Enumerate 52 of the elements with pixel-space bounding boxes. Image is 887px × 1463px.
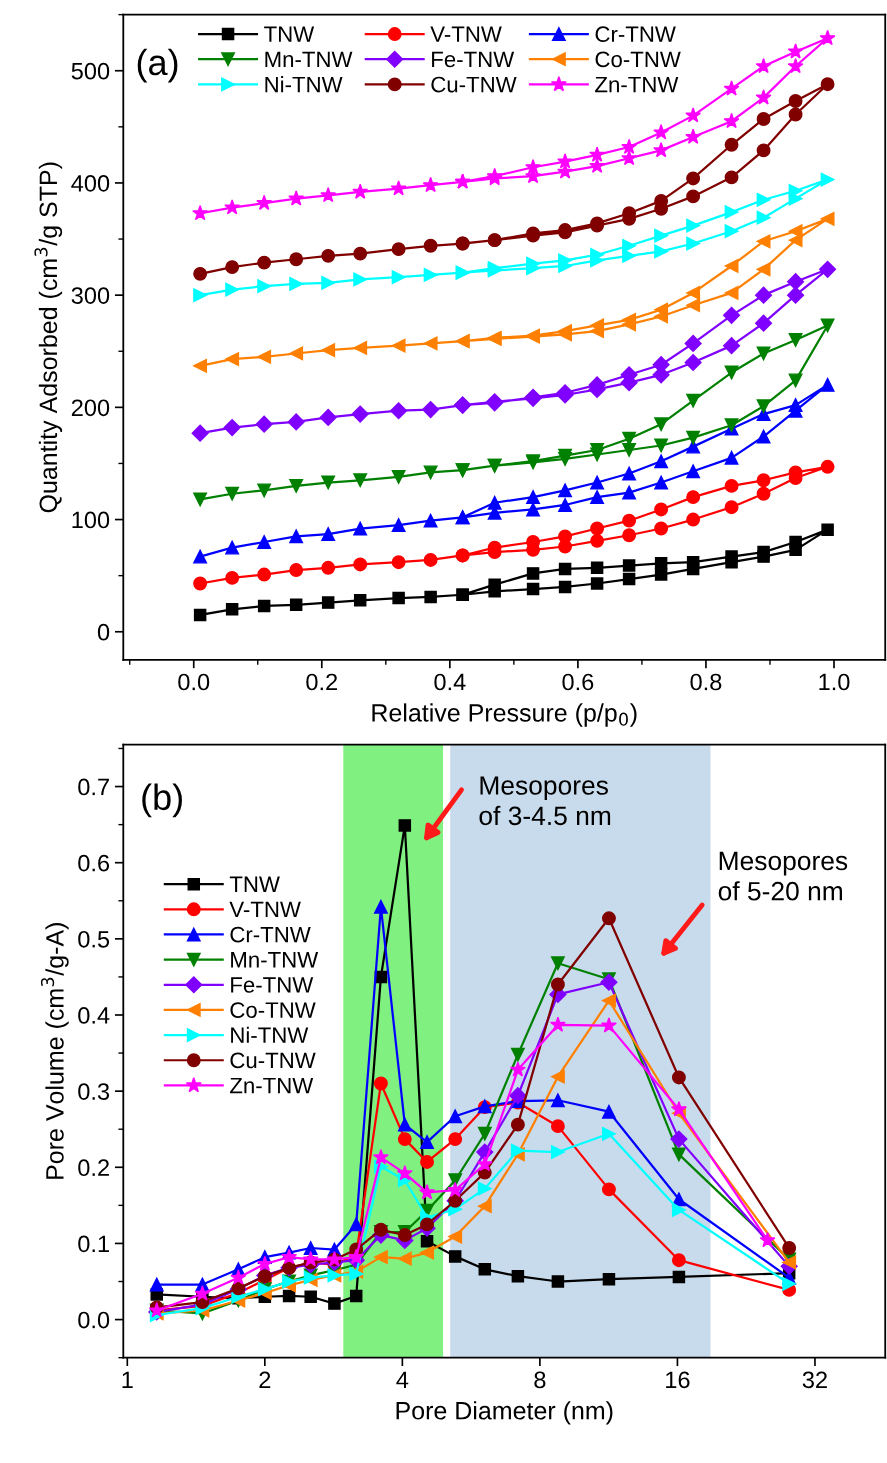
legend-label: Fe-TNW (432, 51, 515, 68)
y-axis-title: Quantity Adsorbed (cm$^{3}$/g STP) (34, 162, 63, 513)
x-axis-title: Relative Pressure (p/p$_{0}$) (372, 703, 637, 727)
y-tick-label: 300 (71, 287, 110, 304)
y-tick-label: 0.7 (78, 778, 109, 796)
x-tick-label: 1.0 (819, 673, 850, 691)
y-tick-label: 0.1 (78, 1235, 109, 1253)
x-tick-label: 4 (396, 1371, 409, 1388)
legend-label: Zn-TNW (230, 1077, 314, 1094)
y-tick-label: 0.3 (78, 1083, 110, 1100)
annotation: (b) (142, 783, 182, 818)
y-tick-label: 0.2 (78, 1159, 109, 1177)
x-tick-label: 32 (802, 1371, 827, 1389)
annotation: Mesopores of 3-4.5 nm (479, 776, 611, 826)
legend-label: Zn-TNW (595, 76, 679, 93)
y-tick-label: 500 (71, 62, 110, 80)
y-tick-label: 200 (71, 399, 110, 417)
legend-label: Co-TNW (595, 51, 681, 68)
y-tick-label: 100 (72, 511, 110, 529)
y-tick-label: 0.6 (78, 854, 110, 872)
legend-label: Mn-TNW (265, 51, 353, 68)
y-tick-label: 400 (71, 175, 110, 192)
x-tick-label: 0.0 (178, 673, 210, 691)
legend-label: V-TNW (430, 26, 502, 42)
legend-label: Cu-TNW (431, 76, 517, 93)
y-tick-label: 0.0 (78, 1311, 110, 1329)
legend-label: Co-TNW (230, 1002, 316, 1018)
x-tick-label: 0.6 (562, 673, 594, 691)
x-axis-title: Pore Diameter (nm) (396, 1401, 613, 1425)
x-tick-label: 0.8 (690, 673, 722, 691)
x-tick-label: 0.4 (434, 673, 466, 691)
y-tick-label: 0.5 (78, 930, 110, 948)
x-tick-label: 0.2 (306, 673, 338, 691)
y-tick-label: 0 (97, 623, 110, 641)
legend-label: V-TNW (229, 901, 301, 918)
annotation: Mesopores of 5-20 nm (718, 851, 848, 901)
y-tick-label: 0.4 (78, 1007, 110, 1024)
x-tick-label: 1 (122, 1371, 133, 1388)
y-axis-title: Pore Volume (cm$^{3}$/g-A) (40, 923, 69, 1179)
legend-label: Fe-TNW (231, 977, 314, 993)
x-tick-label: 8 (534, 1371, 546, 1389)
x-tick-label: 2 (259, 1371, 271, 1388)
legend-label: Cu-TNW (230, 1052, 316, 1069)
annotation: (a) (137, 48, 178, 83)
legend-label: TNW (229, 876, 280, 892)
legend-label: Mn-TNW (231, 952, 319, 968)
legend-label: Cr-TNW (230, 926, 311, 943)
x-tick-label: 16 (666, 1371, 690, 1389)
legend-label: Cr-TNW (595, 26, 676, 43)
legend-label: Ni-TNW (231, 1026, 309, 1043)
legend-label: TNW (264, 26, 315, 42)
legend-label: Ni-TNW (265, 76, 343, 93)
